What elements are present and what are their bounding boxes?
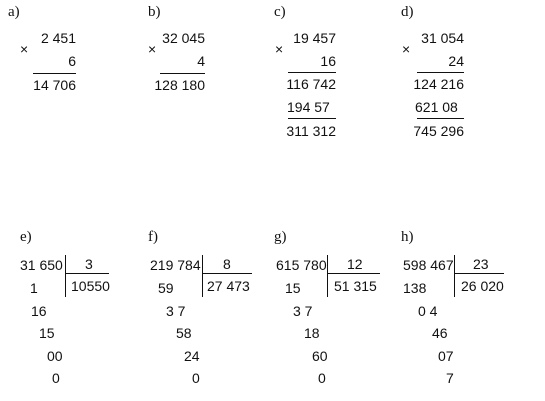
division-step-5: 0 — [192, 370, 200, 386]
division-step-3: 58 — [176, 325, 192, 341]
problem-label: a) — [8, 4, 20, 20]
result-line — [417, 118, 464, 119]
quotient: 27 473 — [207, 278, 250, 294]
partial-product-2: 194 57 — [287, 99, 330, 115]
division-bar — [65, 255, 66, 297]
problem-label: f) — [148, 229, 158, 245]
division-step-2: 3 7 — [166, 303, 186, 319]
multiplicand: 2 451 — [40, 30, 76, 46]
division-step-1: 59 — [158, 280, 174, 296]
divisor: 23 — [473, 256, 489, 272]
division-step-5: 0 — [318, 370, 326, 386]
division-step-2: 16 — [31, 303, 47, 319]
problem-label: h) — [401, 229, 414, 245]
result-line — [33, 73, 76, 74]
problem-label: c) — [274, 4, 286, 20]
partial-line — [417, 72, 464, 73]
dividend: 31 650 — [20, 257, 63, 273]
division-step-1: 138 — [403, 280, 427, 296]
problem-label: b) — [148, 4, 161, 20]
division-step-1: 1 — [30, 280, 38, 296]
multiplicand: 31 054 — [421, 30, 464, 46]
multiply-sign: × — [402, 41, 411, 57]
division-step-4: 07 — [438, 348, 454, 364]
multiply-sign: × — [20, 41, 29, 57]
problem-label: e) — [20, 229, 32, 245]
quotient: 10550 — [71, 278, 110, 294]
multiplier: 24 — [448, 53, 464, 69]
dividend: 219 784 — [150, 257, 201, 273]
product: 128 180 — [154, 77, 205, 93]
problem-label: d) — [401, 4, 414, 20]
division-step-4: 60 — [312, 348, 328, 364]
division-step-4: 00 — [47, 348, 63, 364]
product: 14 706 — [33, 77, 76, 93]
product: 745 296 — [413, 123, 464, 139]
divisor: 3 — [85, 256, 93, 272]
division-step-1: 15 — [285, 280, 301, 296]
dividend: 615 780 — [276, 257, 327, 273]
quotient: 26 020 — [461, 278, 504, 294]
division-step-3: 18 — [304, 325, 320, 341]
quotient-line — [202, 273, 252, 274]
problem-label: g) — [274, 229, 287, 245]
division-step-2: 0 4 — [418, 303, 438, 319]
division-step-5: 0 — [52, 370, 60, 386]
dividend: 598 467 — [403, 257, 454, 273]
division-step-3: 15 — [39, 325, 55, 341]
result-line — [288, 118, 336, 119]
result-line — [160, 73, 205, 74]
multiply-sign: × — [148, 41, 157, 57]
division-step-5: 7 — [446, 370, 454, 386]
multiplicand: 19 457 — [293, 30, 336, 46]
multiplier: 4 — [197, 53, 205, 69]
quotient-line — [65, 273, 109, 274]
product: 311 312 — [286, 123, 336, 139]
partial-product-2: 621 08 — [415, 99, 458, 115]
divisor: 12 — [347, 256, 363, 272]
partial-line — [288, 72, 336, 73]
multiplicand: 32 045 — [162, 30, 205, 46]
division-step-4: 24 — [184, 348, 200, 364]
multiply-sign: × — [275, 41, 284, 57]
division-step-3: 46 — [432, 325, 448, 341]
division-step-2: 3 7 — [293, 303, 313, 319]
quotient: 51 315 — [334, 278, 377, 294]
quotient-line — [454, 273, 504, 274]
partial-product-1: 124 216 — [413, 76, 464, 92]
quotient-line — [327, 273, 380, 274]
multiplier: 16 — [320, 53, 336, 69]
division-bar — [202, 255, 203, 297]
multiplier: 6 — [68, 53, 76, 69]
division-bar — [454, 255, 455, 297]
partial-product-1: 116 742 — [286, 76, 336, 92]
divisor: 8 — [223, 256, 231, 272]
division-bar — [327, 255, 328, 297]
